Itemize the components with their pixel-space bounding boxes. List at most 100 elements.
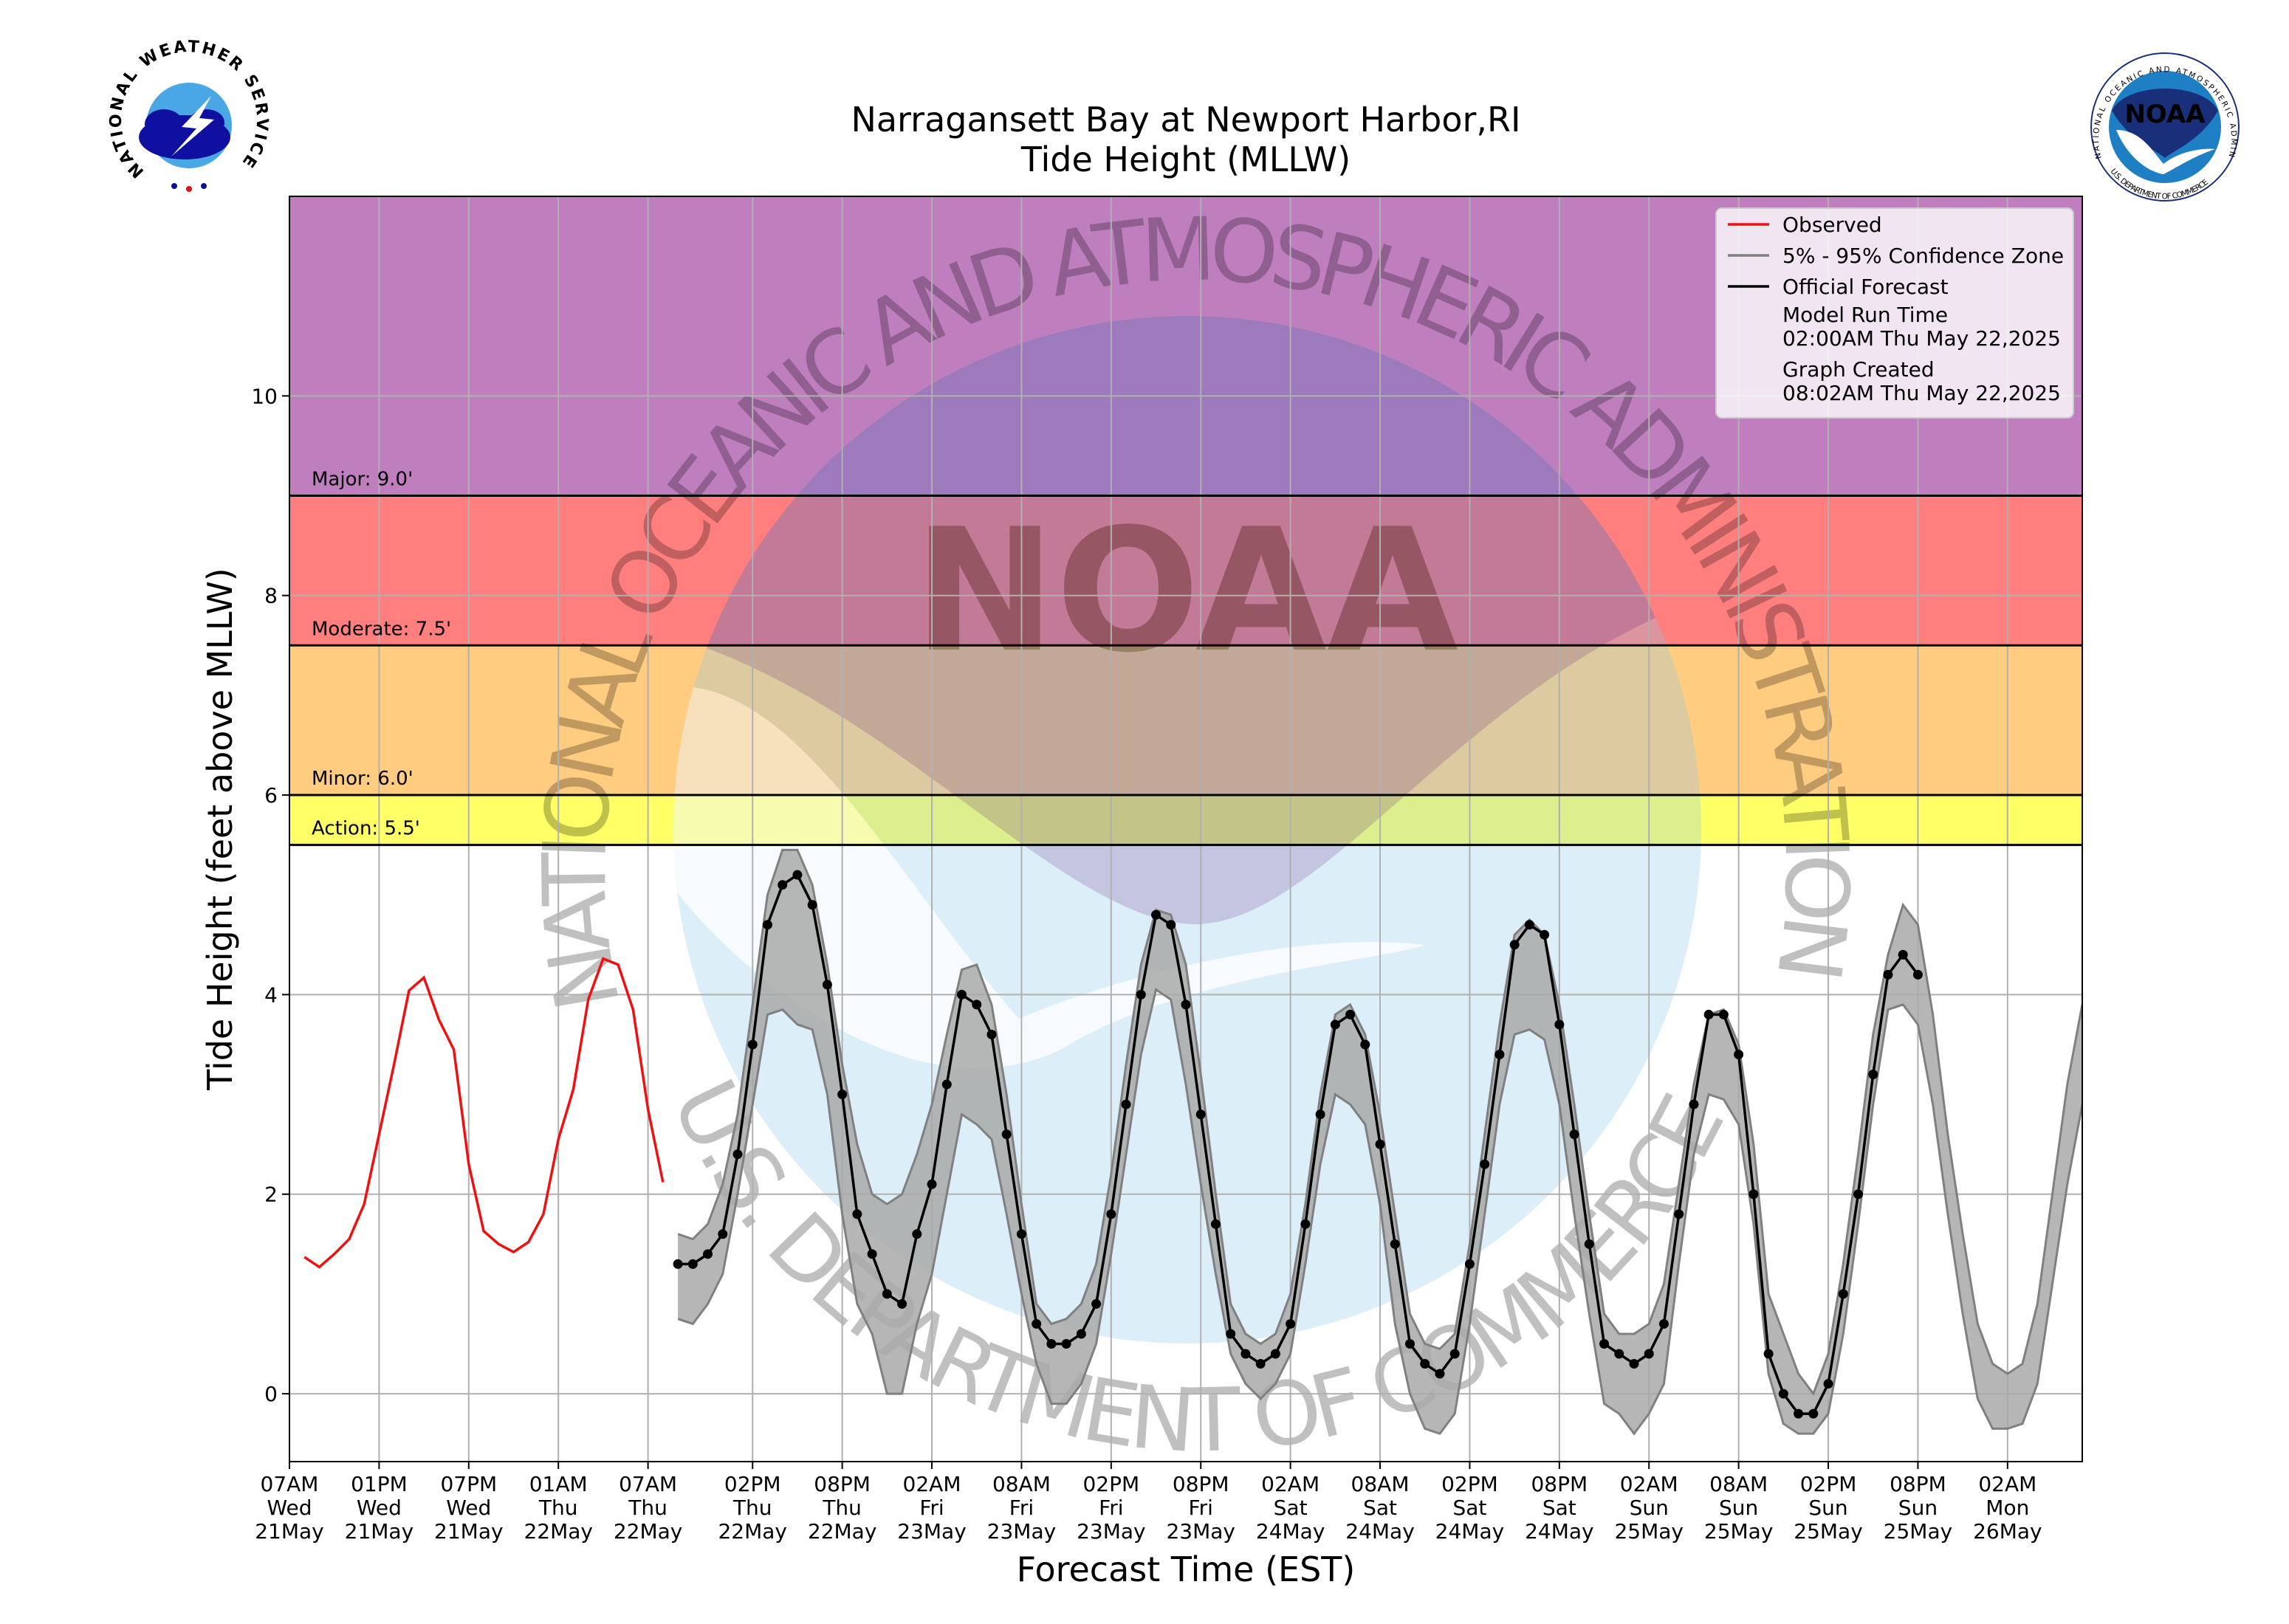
x-tick-label: Fri bbox=[1189, 1496, 1213, 1520]
threshold-label: Moderate: 7.5' bbox=[312, 618, 451, 640]
x-tick-label: 02AM bbox=[1261, 1472, 1319, 1496]
data-point bbox=[1644, 1349, 1654, 1359]
data-point bbox=[1360, 1039, 1370, 1050]
x-tick-label: 26May bbox=[1973, 1519, 2042, 1544]
x-tick-label: 08PM bbox=[1531, 1472, 1588, 1496]
data-point bbox=[822, 980, 832, 990]
nws-logo-star bbox=[186, 186, 192, 192]
data-point bbox=[1001, 1129, 1012, 1140]
x-tick-label: 07AM bbox=[261, 1472, 319, 1496]
x-tick-label: 02PM bbox=[1441, 1472, 1498, 1496]
axes: 024681007AMWed21May01PMWed21May07PMWed21… bbox=[200, 384, 2042, 1589]
data-point bbox=[1106, 1209, 1116, 1219]
legend-note-label: Model Run Time bbox=[1782, 303, 1948, 327]
threshold-label: Action: 5.5' bbox=[312, 818, 420, 840]
data-point bbox=[1763, 1349, 1774, 1359]
chart-subtitle: Tide Height (MLLW) bbox=[1020, 140, 1351, 179]
x-tick-label: 25May bbox=[1884, 1519, 1953, 1544]
data-point bbox=[1046, 1338, 1057, 1349]
data-point bbox=[1420, 1359, 1430, 1369]
x-tick-label: 24May bbox=[1525, 1519, 1594, 1544]
x-tick-label: 01AM bbox=[529, 1472, 588, 1496]
threshold-band bbox=[289, 795, 2082, 845]
data-point bbox=[972, 999, 982, 1010]
series-line bbox=[303, 957, 665, 1269]
x-axis-label: Forecast Time (EST) bbox=[1017, 1549, 1356, 1589]
data-point bbox=[1315, 1109, 1325, 1120]
data-point bbox=[1853, 1189, 1863, 1200]
data-point bbox=[1061, 1338, 1071, 1349]
data-point bbox=[1286, 1318, 1296, 1329]
x-tick-label: Sun bbox=[1630, 1496, 1669, 1520]
x-tick-label: 01PM bbox=[351, 1472, 408, 1496]
data-point bbox=[1554, 1019, 1565, 1030]
noaa-logo-bird bbox=[2116, 130, 2215, 174]
data-point bbox=[1912, 969, 1923, 980]
data-point bbox=[1032, 1318, 1042, 1329]
data-point bbox=[778, 880, 788, 890]
watermark-swoosh bbox=[673, 686, 1425, 1069]
data-point bbox=[1435, 1369, 1445, 1379]
data-point bbox=[1375, 1139, 1385, 1149]
x-tick-label: Sun bbox=[1808, 1496, 1847, 1520]
threshold-label: Major: 9.0' bbox=[312, 469, 413, 491]
x-tick-label: 21May bbox=[345, 1519, 414, 1544]
x-tick-label: 24May bbox=[1256, 1519, 1325, 1544]
chart-title: Narragansett Bay at Newport Harbor,RI bbox=[851, 100, 1520, 140]
x-tick-label: 24May bbox=[1345, 1519, 1415, 1544]
data-point bbox=[986, 1029, 997, 1039]
legend-box bbox=[1715, 207, 2074, 419]
data-point bbox=[1464, 1259, 1475, 1269]
data-point bbox=[718, 1229, 728, 1239]
data-point bbox=[703, 1249, 713, 1259]
data-point bbox=[1883, 969, 1893, 980]
x-tick-label: 07PM bbox=[440, 1472, 497, 1496]
x-tick-label: 08PM bbox=[1173, 1472, 1229, 1496]
data-point bbox=[1674, 1209, 1684, 1219]
data-point bbox=[792, 870, 803, 880]
legend-label: 5% - 95% Confidence Zone bbox=[1782, 244, 2064, 268]
data-point bbox=[1390, 1239, 1400, 1249]
x-tick-label: 22May bbox=[718, 1519, 787, 1544]
data-point bbox=[807, 900, 817, 910]
x-tick-label: Thu bbox=[822, 1496, 862, 1520]
legend: Observed 5% - 95% Confidence Zone Official… bbox=[1715, 207, 2074, 419]
x-tick-label: Sat bbox=[1452, 1496, 1486, 1520]
nws-logo: NATIONAL WEATHER SERVICE bbox=[107, 38, 271, 192]
x-tick-label: Thu bbox=[732, 1496, 772, 1520]
x-tick-label: 02PM bbox=[1800, 1472, 1857, 1496]
x-tick-label: 02PM bbox=[1082, 1472, 1139, 1496]
data-point bbox=[1794, 1408, 1804, 1419]
x-tick-label: 23May bbox=[987, 1519, 1057, 1544]
x-tick-label: Thu bbox=[538, 1496, 578, 1520]
data-point bbox=[1345, 1009, 1356, 1019]
legend-label: Official Forecast bbox=[1782, 275, 1949, 299]
data-point bbox=[941, 1079, 952, 1090]
y-tick-label: 2 bbox=[264, 1183, 278, 1207]
x-tick-label: 21May bbox=[255, 1519, 324, 1544]
threshold-band bbox=[289, 495, 2082, 646]
data-point bbox=[927, 1179, 937, 1189]
data-point bbox=[1524, 920, 1534, 930]
data-point bbox=[1480, 1159, 1490, 1169]
x-tick-label: 23May bbox=[897, 1519, 967, 1544]
data-point bbox=[1868, 1070, 1878, 1080]
x-tick-label: 08PM bbox=[814, 1472, 871, 1496]
data-point bbox=[1091, 1298, 1102, 1309]
data-point bbox=[1838, 1289, 1848, 1299]
x-tick-label: Mon bbox=[1986, 1496, 2029, 1520]
x-tick-label: Thu bbox=[628, 1496, 668, 1520]
watermark-center: NOAA bbox=[913, 493, 1458, 690]
data-point bbox=[1584, 1239, 1594, 1249]
data-point bbox=[1540, 929, 1550, 940]
data-point bbox=[1136, 989, 1146, 999]
data-point bbox=[1181, 999, 1191, 1010]
x-tick-label: 02PM bbox=[724, 1472, 781, 1496]
data-point bbox=[762, 920, 772, 930]
data-point bbox=[1509, 940, 1520, 950]
x-tick-label: 08PM bbox=[1890, 1472, 1946, 1496]
data-point bbox=[957, 989, 967, 999]
data-point bbox=[1016, 1229, 1026, 1239]
nws-logo-cloud bbox=[145, 109, 183, 139]
